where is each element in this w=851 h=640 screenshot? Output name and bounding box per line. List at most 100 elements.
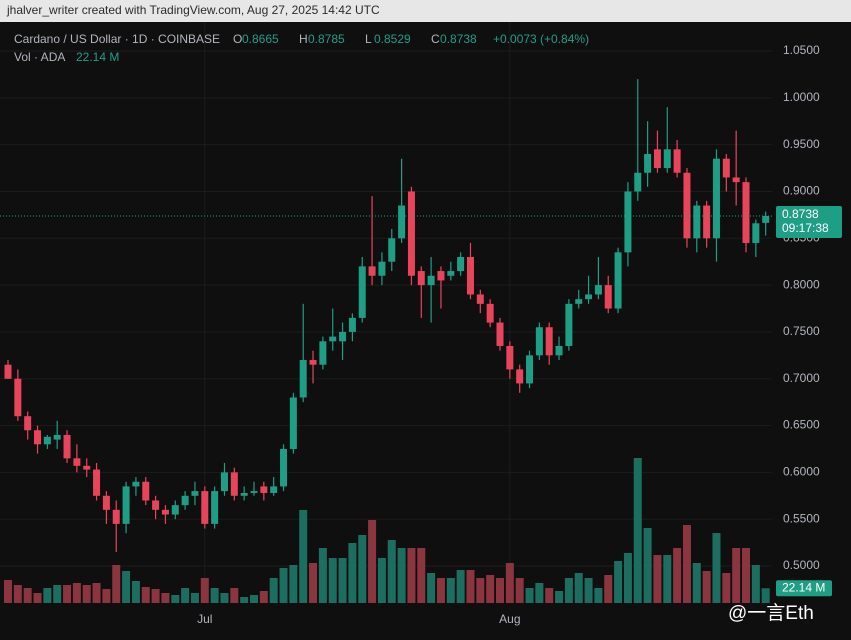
volume-bar (594, 588, 603, 603)
candle-body (506, 345, 514, 370)
candle-body (388, 238, 396, 262)
candle-body (171, 505, 179, 515)
candle-body (594, 285, 602, 295)
volume-bar (92, 583, 101, 603)
candle-body (191, 491, 199, 496)
ohlc-value: 0.8785 (308, 32, 345, 46)
volume-bar (476, 578, 485, 603)
volume-bar (761, 588, 770, 603)
candle-body (289, 397, 297, 449)
price-label: 0.8738 (782, 207, 819, 221)
candle-body (240, 492, 248, 496)
volume-bar (33, 593, 42, 603)
candle-body (299, 360, 307, 398)
price-change: +0.0073 (+0.84%) (493, 32, 589, 46)
candle-body (280, 448, 288, 487)
y-tick-label: 0.5500 (783, 511, 820, 525)
volume-bar (633, 458, 642, 603)
volume-bar (545, 588, 554, 603)
candle-body (634, 172, 642, 192)
volume-bar (663, 555, 672, 603)
volume-bar (181, 588, 190, 603)
volume-bar (122, 571, 131, 603)
volume-bar (496, 578, 504, 603)
candle-body (309, 360, 317, 365)
y-tick-label: 1.0500 (783, 43, 820, 57)
candle-body (93, 469, 101, 496)
volume-bar (43, 588, 52, 603)
candle-body (132, 481, 140, 487)
volume-bar (525, 588, 534, 603)
y-tick-label: 0.9500 (783, 137, 820, 151)
candle-body (398, 205, 406, 239)
candle-body (73, 458, 81, 466)
y-tick-label: 0.9000 (783, 184, 820, 198)
ohlc-letter: O (233, 32, 242, 46)
ohlc-letter: H (299, 32, 308, 46)
candle-body (181, 495, 189, 506)
y-tick-label: 0.6500 (783, 418, 820, 432)
candle-body (653, 149, 661, 169)
volume-bar (673, 548, 682, 603)
volume-bar (732, 548, 741, 603)
candle-body (260, 486, 268, 493)
volume-bar (515, 578, 524, 603)
candle-body (161, 509, 169, 515)
volume-bar (377, 558, 386, 603)
candle-body (535, 327, 543, 356)
candle-body (575, 299, 583, 304)
candle-body (43, 436, 51, 445)
candle-body (63, 434, 71, 459)
volume-bar (289, 565, 298, 603)
candle-body (447, 271, 455, 276)
volume-bar (220, 593, 229, 603)
candle-body (14, 378, 22, 417)
volume-bar (348, 543, 357, 603)
candle-body (319, 341, 327, 365)
y-tick-label: 0.7000 (783, 371, 820, 385)
volume-bar (82, 585, 91, 603)
candle-body (407, 191, 415, 276)
volume-bar (259, 591, 268, 603)
y-tick-label: 0.6000 (783, 465, 820, 479)
candle-body (34, 430, 42, 445)
candle-body (673, 149, 681, 173)
plot (0, 22, 772, 603)
header-bar (0, 0, 851, 22)
volume-bar (328, 558, 337, 603)
candle-body (732, 177, 740, 183)
candle-body (348, 317, 356, 332)
candle-body (417, 271, 425, 286)
volume-bar (722, 573, 731, 603)
volume-bar (190, 593, 199, 603)
candle-body (211, 491, 219, 524)
countdown: 09:17:38 (782, 221, 829, 235)
candle-body (722, 158, 730, 178)
volume-bar (151, 589, 160, 603)
candle-body (220, 472, 228, 492)
volume-bar (564, 578, 573, 603)
candle-body (427, 275, 435, 286)
volume-bar (555, 591, 564, 603)
ohlc-letter: C (431, 32, 440, 46)
candle-body (614, 252, 622, 309)
ohlc-value: 0.8738 (440, 32, 477, 46)
volume-bar (358, 535, 367, 603)
candle-body (555, 345, 563, 356)
volume-bar (387, 540, 396, 603)
candle-body (4, 364, 12, 379)
candle-body (24, 416, 32, 431)
candle-body (466, 257, 474, 295)
candle-body (250, 491, 258, 493)
volume-bar (466, 570, 475, 603)
volume-bar (200, 578, 209, 603)
volume-bar (505, 563, 514, 603)
y-tick-label: 1.0000 (783, 90, 820, 104)
candle-body (712, 158, 720, 239)
candle-body (545, 327, 553, 356)
ohlc-value: 0.8665 (242, 32, 279, 46)
volume-bar (436, 578, 445, 603)
y-tick-label: 0.8000 (783, 277, 820, 291)
